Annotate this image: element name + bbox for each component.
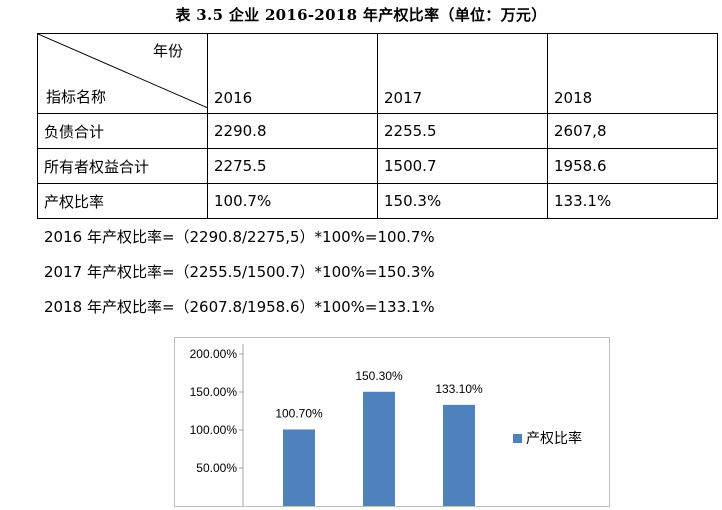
- row-label: 所有者权益合计: [37, 148, 208, 184]
- year-header: 2018: [547, 33, 718, 114]
- legend-swatch: [513, 434, 522, 443]
- table-cell: 1958.6: [547, 148, 718, 184]
- y-tick-label: 100.00%: [190, 423, 238, 437]
- table-row: 产权比率 100.7% 150.3% 133.1%: [37, 183, 718, 219]
- table-cell: 2607,8: [547, 113, 718, 149]
- row-label: 产权比率: [37, 183, 208, 219]
- legend-label: 产权比率: [526, 430, 582, 446]
- y-tick-label: 200.00%: [190, 347, 238, 361]
- table-cell: 2275.5: [207, 148, 378, 184]
- table-row: 所有者权益合计 2275.5 1500.7 1958.6: [37, 148, 718, 184]
- chart-bar: [363, 391, 395, 510]
- y-tick-label: 50.00%: [196, 461, 237, 475]
- chart-canvas: 50.00% 100.00% 150.00% 200.00% 100.70% 150.30…: [190, 344, 582, 510]
- corner-indicator-label: 指标名称: [46, 88, 107, 106]
- table-cell: 2255.5: [377, 113, 548, 149]
- chart-bar: [443, 404, 475, 510]
- table-title: 表 3.5 企业 2016-2018 年产权比率（单位：万元）: [175, 6, 547, 24]
- formula-line: 2017 年产权比率=（2255.5/1500.7）*100%=150.3%: [44, 263, 435, 281]
- bar-data-label: 150.30%: [355, 369, 403, 383]
- formula-line: 2018 年产权比率=（2607.8/1958.6）*100%=133.1%: [44, 298, 435, 316]
- table-cell: 150.3%: [377, 183, 548, 219]
- chart-bar: [283, 429, 315, 510]
- corner-year-label: 年份: [152, 42, 183, 60]
- table-header-row: 年份 指标名称 2016 2017 2018: [37, 33, 718, 114]
- year-header: 2017: [377, 33, 548, 114]
- corner-cell: 年份 指标名称: [37, 33, 208, 114]
- table-cell: 2290.8: [207, 113, 378, 149]
- table-cell: 133.1%: [547, 183, 718, 219]
- table-row: 负债合计 2290.8 2255.5 2607,8: [37, 113, 718, 149]
- table-cell: 1500.7: [377, 148, 548, 184]
- bar-data-label: 100.70%: [275, 406, 323, 420]
- table-cell: 100.7%: [207, 183, 378, 219]
- year-header: 2016: [207, 33, 378, 114]
- bar-data-label: 133.10%: [435, 382, 483, 396]
- y-tick-label: 150.00%: [190, 385, 238, 399]
- diagonal-line: [38, 34, 208, 108]
- ratio-chart: 50.00% 100.00% 150.00% 200.00% 100.70% 150.30…: [174, 337, 610, 510]
- row-label: 负债合计: [37, 113, 208, 149]
- formula-line: 2016 年产权比率=（2290.8/2275,5）*100%=100.7%: [44, 228, 435, 246]
- ratio-table: 年份 指标名称 2016 2017 2018 负债合计 2290.8 2255.…: [37, 33, 718, 219]
